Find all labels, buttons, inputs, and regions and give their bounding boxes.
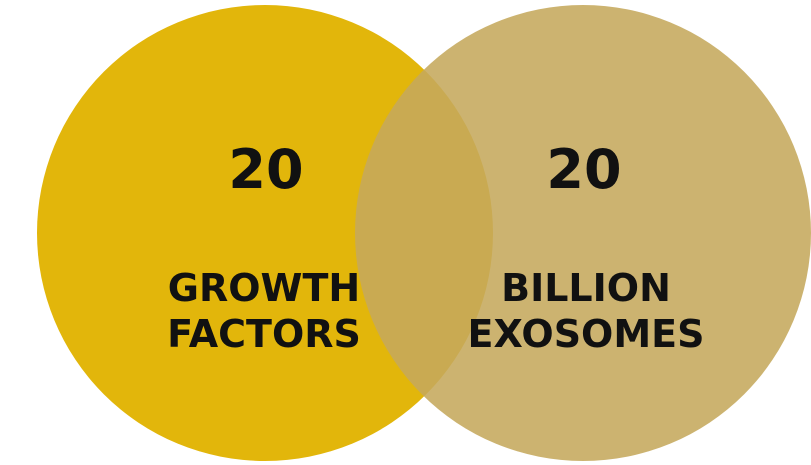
left-circle <box>37 5 493 461</box>
right-label: BILLION EXOSOMES <box>436 265 736 357</box>
right-number: 20 <box>546 138 622 201</box>
right-circle <box>355 5 811 461</box>
right-label-line1: BILLION <box>501 266 671 310</box>
left-number: 20 <box>228 138 304 201</box>
left-label-line1: GROWTH <box>167 266 361 310</box>
left-label-line2: FACTORS <box>167 312 361 356</box>
left-label: GROWTH FACTORS <box>114 265 414 357</box>
right-label-line2: EXOSOMES <box>467 312 705 356</box>
